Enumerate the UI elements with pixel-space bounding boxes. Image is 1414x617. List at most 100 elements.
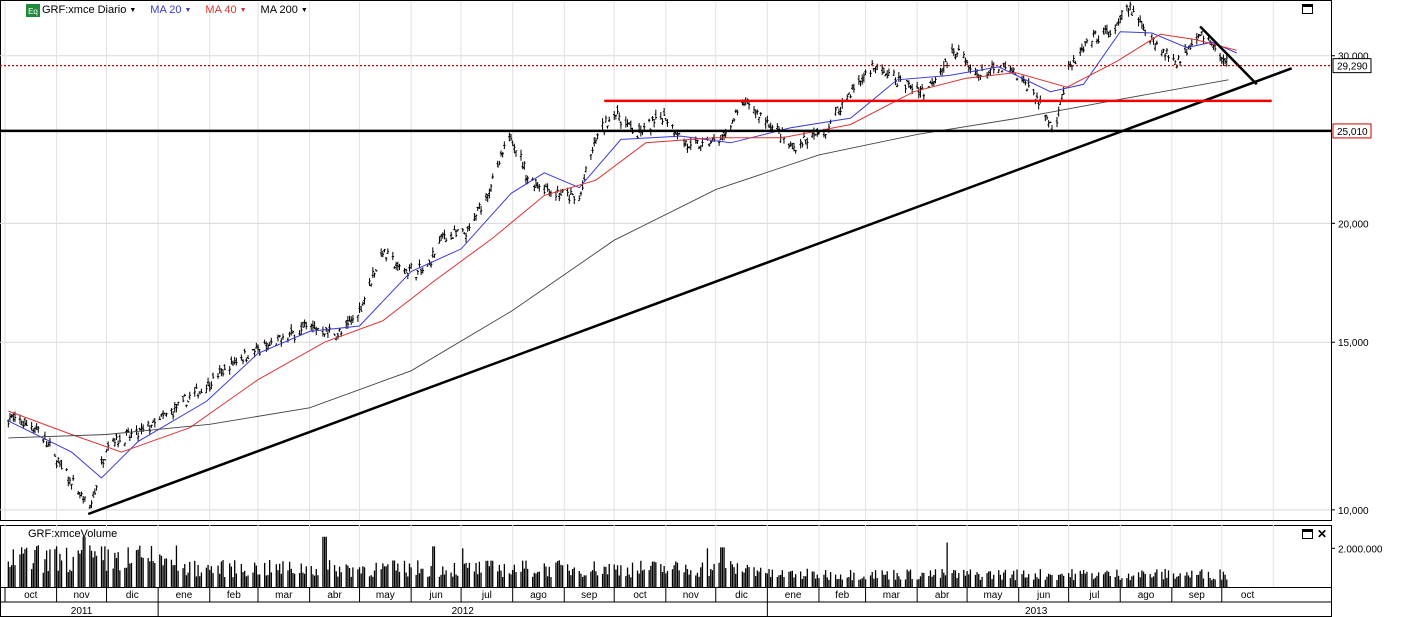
maximize-price-panel-button[interactable] <box>1302 4 1313 14</box>
price-bar <box>1035 92 1039 99</box>
price-bar <box>568 194 571 204</box>
maximize-volume-panel-button[interactable] <box>1302 529 1313 539</box>
price-bar <box>356 314 360 322</box>
price-bar <box>533 184 536 192</box>
price-bar <box>303 319 306 328</box>
price-bar <box>103 459 107 461</box>
price-bar <box>1084 41 1087 47</box>
price-bar <box>651 116 654 122</box>
price-bar <box>964 57 967 67</box>
month-label: feb <box>227 590 241 601</box>
price-bar <box>696 139 699 145</box>
price-bar <box>839 106 842 116</box>
price-bar <box>1080 43 1084 53</box>
price-bar <box>534 179 538 188</box>
price-bar <box>88 504 92 509</box>
price-bar <box>70 483 73 490</box>
price-bar <box>852 83 856 93</box>
price-bar <box>769 122 772 130</box>
price-tag-label: 25,010 <box>1337 127 1368 138</box>
price-bar <box>892 69 896 77</box>
price-bar <box>479 205 483 215</box>
price-bar <box>950 43 954 54</box>
price-bar <box>348 315 351 322</box>
ma20-line <box>8 31 1237 479</box>
price-bar <box>869 70 872 78</box>
price-bar <box>281 333 285 340</box>
price-bar <box>697 145 701 149</box>
month-label: may <box>983 590 1002 601</box>
price-bar <box>386 248 390 254</box>
price-bar <box>789 141 792 147</box>
price-bar <box>210 381 213 390</box>
price-bar <box>1090 40 1094 48</box>
ma40-selector[interactable]: MA 40 ▼ <box>205 4 246 16</box>
price-bar <box>1155 40 1159 45</box>
price-bar <box>816 127 819 137</box>
price-bar <box>1107 31 1110 38</box>
ma20-selector[interactable]: MA 20 ▼ <box>150 4 191 16</box>
price-bar <box>1102 27 1105 35</box>
price-bar <box>146 420 150 427</box>
price-bar <box>484 193 488 201</box>
price-bar <box>1114 24 1117 35</box>
price-bar <box>371 267 375 279</box>
price-bar <box>804 139 807 145</box>
price-bar <box>313 321 316 330</box>
price-bar <box>944 58 947 63</box>
symbol-selector[interactable]: Eq GRF:xmce Diario ▼ <box>26 3 136 17</box>
price-bar <box>153 418 157 428</box>
year-label: 2012 <box>452 606 475 617</box>
price-bar <box>65 468 68 472</box>
price-bar <box>1198 34 1202 37</box>
price-bar <box>83 496 87 502</box>
price-bar <box>278 335 281 338</box>
price-bar <box>33 427 37 434</box>
price-bar <box>979 74 982 81</box>
price-bar <box>571 193 574 196</box>
price-bar <box>456 229 459 232</box>
price-bar <box>1104 25 1107 34</box>
price-bar <box>218 365 221 374</box>
close-volume-panel-icon[interactable]: ✕ <box>1317 527 1328 541</box>
year-label: 2011 <box>71 606 93 617</box>
price-bar <box>1025 88 1029 92</box>
ma200-selector[interactable]: MA 200 ▼ <box>261 4 308 16</box>
price-bar <box>12 412 15 422</box>
price-bar <box>1225 54 1228 67</box>
price-bar <box>654 109 658 120</box>
price-bar <box>416 269 419 275</box>
price-bar <box>240 354 243 361</box>
price-bar <box>874 66 877 74</box>
price-bar <box>300 322 303 335</box>
price-bar <box>662 107 666 117</box>
price-bar <box>895 83 899 88</box>
price-bar <box>498 160 501 166</box>
chevron-down-icon: ▼ <box>184 6 192 14</box>
price-bar <box>917 87 921 99</box>
ma40-label: MA 40 <box>205 4 237 16</box>
price-bar <box>256 344 260 353</box>
price-bar <box>674 131 678 135</box>
price-bar <box>135 425 138 436</box>
price-bar <box>181 395 185 403</box>
price-bar <box>158 416 161 421</box>
price-bar <box>176 401 180 406</box>
price-bar <box>111 437 115 443</box>
price-bar <box>1132 5 1135 13</box>
month-label: jun <box>428 590 442 601</box>
rising-support-trendline <box>87 67 1293 516</box>
price-bar <box>1140 20 1144 29</box>
price-bar <box>1172 54 1175 61</box>
price-bar <box>1079 47 1082 57</box>
price-bar <box>687 146 691 149</box>
equity-icon: Eq <box>26 3 40 17</box>
price-bar <box>418 259 421 269</box>
price-bar <box>629 120 633 131</box>
price-bar <box>468 223 471 232</box>
price-bar <box>579 191 583 197</box>
price-bar <box>1127 7 1130 17</box>
price-bar <box>1177 55 1180 60</box>
price-bar <box>310 323 313 331</box>
month-label: dic <box>126 590 139 601</box>
